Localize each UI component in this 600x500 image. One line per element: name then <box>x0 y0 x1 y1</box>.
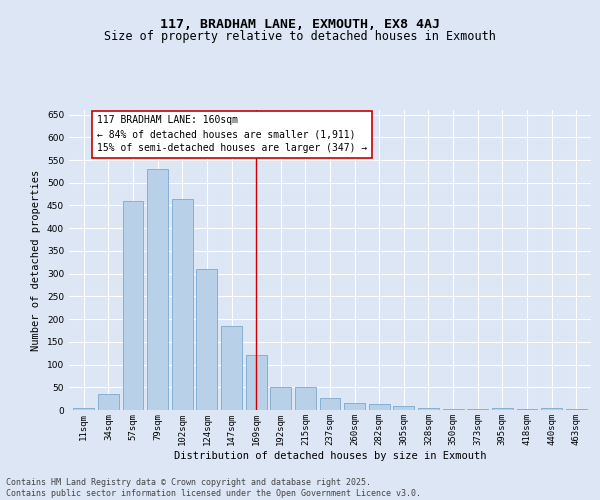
Bar <box>196 269 217 410</box>
X-axis label: Distribution of detached houses by size in Exmouth: Distribution of detached houses by size … <box>174 450 486 460</box>
Bar <box>295 388 316 410</box>
Bar <box>73 408 94 410</box>
Bar <box>394 406 415 410</box>
Bar <box>221 326 242 410</box>
Bar <box>541 408 562 410</box>
Bar <box>122 201 143 410</box>
Y-axis label: Number of detached properties: Number of detached properties <box>31 170 41 350</box>
Bar <box>369 404 390 410</box>
Bar <box>467 409 488 410</box>
Bar <box>245 356 266 410</box>
Bar <box>320 398 340 410</box>
Bar <box>344 403 365 410</box>
Bar <box>566 409 587 410</box>
Bar <box>492 408 513 410</box>
Bar <box>270 388 291 410</box>
Bar <box>517 409 538 410</box>
Text: 117 BRADHAM LANE: 160sqm
← 84% of detached houses are smaller (1,911)
15% of sem: 117 BRADHAM LANE: 160sqm ← 84% of detach… <box>97 116 368 154</box>
Bar <box>418 408 439 410</box>
Text: 117, BRADHAM LANE, EXMOUTH, EX8 4AJ: 117, BRADHAM LANE, EXMOUTH, EX8 4AJ <box>160 18 440 30</box>
Bar <box>98 394 119 410</box>
Bar <box>147 169 168 410</box>
Bar <box>172 198 193 410</box>
Bar <box>443 408 464 410</box>
Text: Contains HM Land Registry data © Crown copyright and database right 2025.
Contai: Contains HM Land Registry data © Crown c… <box>6 478 421 498</box>
Text: Size of property relative to detached houses in Exmouth: Size of property relative to detached ho… <box>104 30 496 43</box>
